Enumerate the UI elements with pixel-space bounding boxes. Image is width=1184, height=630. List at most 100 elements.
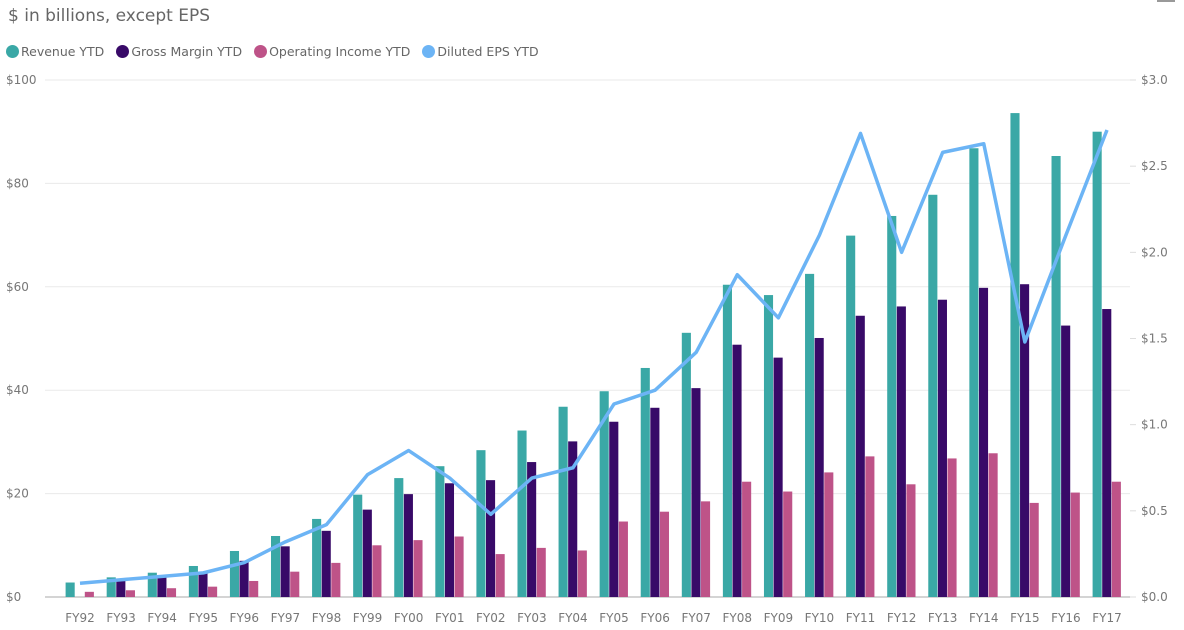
bar-revenue-ytd xyxy=(188,565,198,597)
bar-gross-margin-ytd xyxy=(198,571,208,597)
bar-operating-income-ytd xyxy=(495,554,505,597)
bar-revenue-ytd xyxy=(147,572,157,597)
legend-label: Revenue YTD xyxy=(21,44,105,59)
bar-gross-margin-ytd xyxy=(486,480,496,597)
bar-revenue-ytd xyxy=(969,148,979,597)
bar-revenue-ytd xyxy=(106,577,116,597)
bar-operating-income-ytd xyxy=(577,550,587,597)
x-tick-label: FY01 xyxy=(435,611,465,625)
legend-item-gross-margin[interactable]: Gross Margin YTD xyxy=(116,44,242,59)
bar-operating-income-ytd xyxy=(783,491,793,597)
bar-gross-margin-ytd xyxy=(773,357,783,597)
bar-gross-margin-ytd xyxy=(855,315,865,597)
bar-gross-margin-ytd xyxy=(568,441,578,597)
x-tick-label: FY03 xyxy=(517,611,547,625)
bar-operating-income-ytd xyxy=(988,453,998,597)
bar-revenue-ytd xyxy=(928,194,938,598)
y-right-tick-label: $2.0 xyxy=(1141,245,1168,259)
legend-item-operating-income[interactable]: Operating Income YTD xyxy=(254,44,410,59)
bar-gross-margin-ytd xyxy=(116,580,126,597)
bar-operating-income-ytd xyxy=(659,511,670,597)
bar-revenue-ytd xyxy=(846,235,856,597)
bar-operating-income-ytd xyxy=(1070,492,1080,597)
bar-gross-margin-ytd xyxy=(1102,309,1112,597)
bar-operating-income-ytd xyxy=(1111,481,1121,597)
bar-revenue-ytd xyxy=(517,430,527,597)
menu-icon[interactable] xyxy=(1157,0,1175,2)
y-right-tick-label: $2.5 xyxy=(1141,159,1168,173)
y-left-tick-label: $40 xyxy=(6,383,29,397)
x-tick-label: FY10 xyxy=(805,611,835,625)
y-right-tick-label: $0.0 xyxy=(1141,590,1168,604)
bar-revenue-ytd xyxy=(558,406,568,597)
bar-operating-income-ytd xyxy=(742,481,752,597)
bar-operating-income-ytd xyxy=(865,456,875,597)
bar-operating-income-ytd xyxy=(372,545,382,597)
bar-revenue-ytd xyxy=(1051,155,1061,597)
x-tick-label: FY96 xyxy=(230,611,260,625)
bar-gross-margin-ytd xyxy=(239,560,249,597)
bar-operating-income-ytd xyxy=(906,484,916,597)
x-tick-label: FY07 xyxy=(681,611,711,625)
y-left-tick-label: $100 xyxy=(6,73,37,87)
bar-gross-margin-ytd xyxy=(609,421,619,597)
x-tick-label: FY09 xyxy=(764,611,794,625)
bar-operating-income-ytd xyxy=(166,588,177,597)
legend-label: Gross Margin YTD xyxy=(131,44,243,59)
x-tick-label: FY06 xyxy=(640,611,670,625)
legend-dot-icon xyxy=(254,45,268,58)
x-tick-label: FY17 xyxy=(1092,611,1122,625)
bar-operating-income-ytd xyxy=(1029,502,1039,597)
x-tick-label: FY97 xyxy=(271,611,301,625)
x-tick-label: FY99 xyxy=(353,611,383,625)
y-right-tick-label: $3.0 xyxy=(1141,73,1168,87)
bar-revenue-ytd xyxy=(1010,113,1020,597)
legend-label: Diluted EPS YTD xyxy=(437,44,539,59)
bar-operating-income-ytd xyxy=(249,580,259,597)
bar-gross-margin-ytd xyxy=(937,299,947,597)
x-tick-label: FY94 xyxy=(147,611,177,625)
x-tick-label: FY92 xyxy=(65,611,95,625)
bar-gross-margin-ytd xyxy=(691,388,701,597)
bar-gross-margin-ytd xyxy=(403,494,413,597)
bar-revenue-ytd xyxy=(65,582,75,597)
bar-revenue-ytd xyxy=(271,535,281,597)
y-left-tick-label: $80 xyxy=(6,176,29,190)
bar-revenue-ytd xyxy=(887,215,897,597)
x-tick-label: FY13 xyxy=(928,611,958,625)
bar-operating-income-ytd xyxy=(208,586,218,597)
bar-revenue-ytd xyxy=(229,550,240,597)
bar-revenue-ytd xyxy=(353,494,363,597)
bar-gross-margin-ytd xyxy=(527,462,537,597)
x-tick-label: FY93 xyxy=(106,611,136,625)
bar-gross-margin-ytd xyxy=(896,306,906,597)
bar-operating-income-ytd xyxy=(290,571,300,597)
legend-dot-icon xyxy=(6,45,19,58)
x-tick-label: FY08 xyxy=(723,611,753,625)
bar-revenue-ytd xyxy=(476,450,486,597)
y-left-tick-label: $60 xyxy=(6,280,29,294)
x-tick-label: FY98 xyxy=(312,611,342,625)
y-right-tick-label: $0.5 xyxy=(1141,504,1168,518)
bar-gross-margin-ytd xyxy=(321,530,331,597)
bar-operating-income-ytd xyxy=(331,562,341,597)
bar-operating-income-ytd xyxy=(536,547,546,597)
x-tick-label: FY95 xyxy=(188,611,218,625)
bar-revenue-ytd xyxy=(394,478,404,597)
legend-item-revenue[interactable]: Revenue YTD xyxy=(6,44,104,59)
eps-line xyxy=(79,129,1109,585)
bar-revenue-ytd xyxy=(722,284,732,597)
bar-revenue-ytd xyxy=(763,295,774,597)
bar-gross-margin-ytd xyxy=(444,483,455,597)
bar-operating-income-ytd xyxy=(413,540,423,597)
bar-revenue-ytd xyxy=(435,466,445,597)
x-tick-label: FY16 xyxy=(1051,611,1081,625)
legend-label: Operating Income YTD xyxy=(269,44,411,59)
bar-operating-income-ytd xyxy=(454,536,464,597)
bar-revenue-ytd xyxy=(681,332,691,597)
y-right-tick-label: $1.0 xyxy=(1141,418,1168,432)
bar-operating-income-ytd xyxy=(618,521,628,597)
legend-item-eps[interactable]: Diluted EPS YTD xyxy=(422,44,539,59)
bar-gross-margin-ytd xyxy=(362,509,372,597)
